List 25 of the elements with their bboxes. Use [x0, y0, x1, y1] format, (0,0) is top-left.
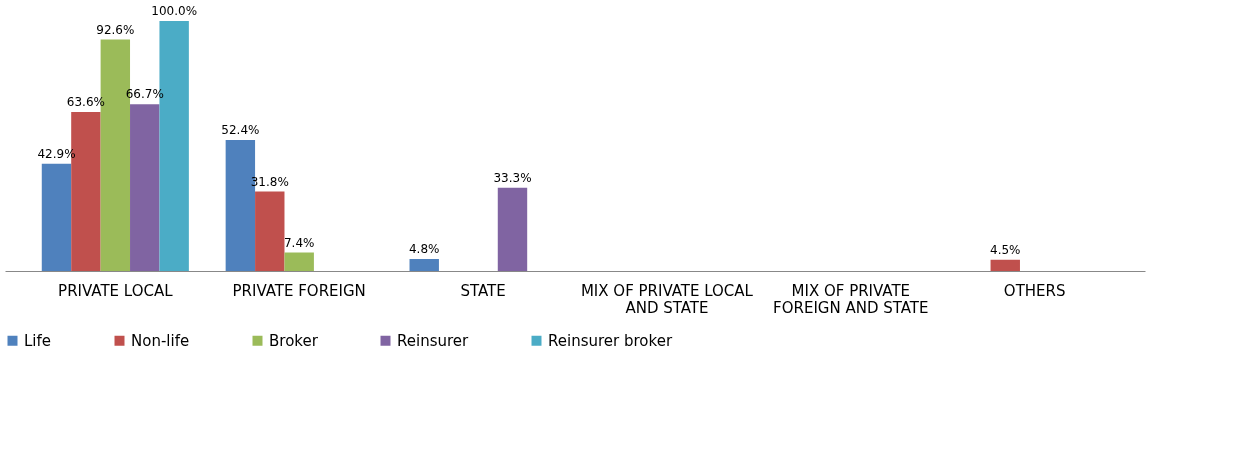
- legend-label: Reinsurer broker: [548, 331, 673, 350]
- data-label: 7.4%: [283, 235, 315, 250]
- x-tick-label: PRIVATE FOREIGN: [232, 281, 366, 300]
- bar: [284, 252, 314, 271]
- data-label: 33.3%: [493, 170, 532, 185]
- x-tick-label: OTHERS: [1003, 281, 1066, 300]
- bar: [130, 104, 160, 271]
- bar: [990, 259, 1020, 271]
- legend-label: Broker: [269, 331, 319, 350]
- data-label: 4.5%: [990, 242, 1021, 257]
- bar: [41, 163, 72, 271]
- data-label: 92.6%: [96, 22, 135, 37]
- bar: [409, 259, 439, 271]
- bar: [497, 187, 528, 271]
- data-label: 100.0%: [151, 4, 198, 18]
- x-tick-label: MIX OF PRIVATE FOREIGN AND STATE: [773, 281, 929, 317]
- legend-label: Non-life: [131, 331, 190, 350]
- bar: [255, 191, 285, 271]
- data-label: 52.4%: [221, 123, 260, 137]
- data-label: 4.8%: [408, 242, 440, 256]
- legend-label: Reinsurer: [397, 331, 470, 350]
- x-tick-label: MIX OF PRIVATE LOCAL AND STATE: [580, 281, 754, 317]
- legend-label: Life: [24, 331, 52, 350]
- x-tick-label: PRIVATE LOCAL: [58, 281, 174, 300]
- x-tick-label: STATE: [460, 281, 506, 300]
